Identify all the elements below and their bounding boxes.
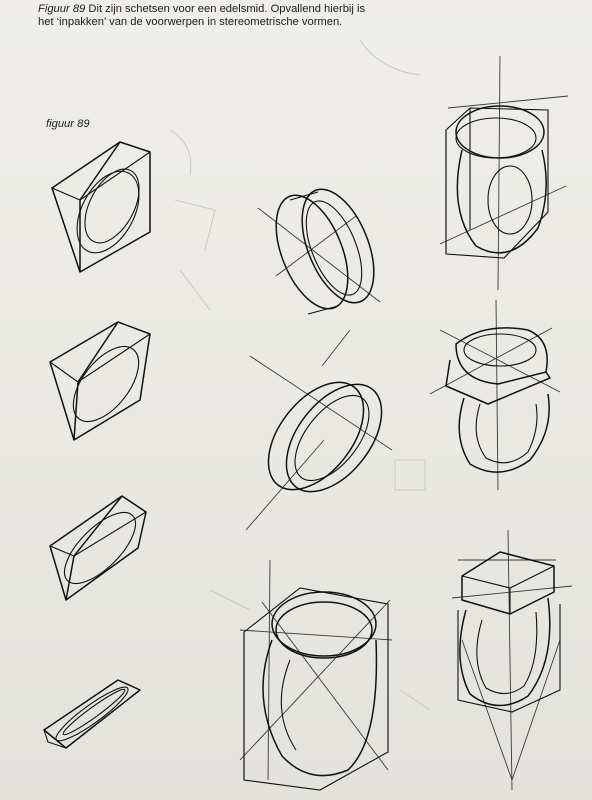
caption-figure-ref: Figuur 89 bbox=[38, 3, 86, 15]
sketch-signet-3 bbox=[451, 529, 573, 791]
figure-caption: Figuur 89 Dit zijn schetsen voor een ede… bbox=[38, 3, 378, 29]
sketch-block-1 bbox=[51, 141, 151, 273]
sketch-block-4 bbox=[43, 679, 141, 749]
sketch-ring-2 bbox=[245, 329, 393, 531]
show-through-ghost bbox=[169, 39, 431, 711]
sketch-block-2 bbox=[49, 321, 151, 441]
sketch-signet-1 bbox=[439, 55, 569, 291]
sketch-ring-3 bbox=[239, 559, 393, 791]
caption-text: Dit zijn schetsen voor een edelsmid. Opv… bbox=[38, 3, 366, 28]
sketch-ring-1 bbox=[257, 188, 381, 315]
sketch-signet-2 bbox=[429, 299, 561, 491]
sketch-block-3 bbox=[49, 495, 147, 601]
figure-label: figuur 89 bbox=[46, 118, 90, 130]
